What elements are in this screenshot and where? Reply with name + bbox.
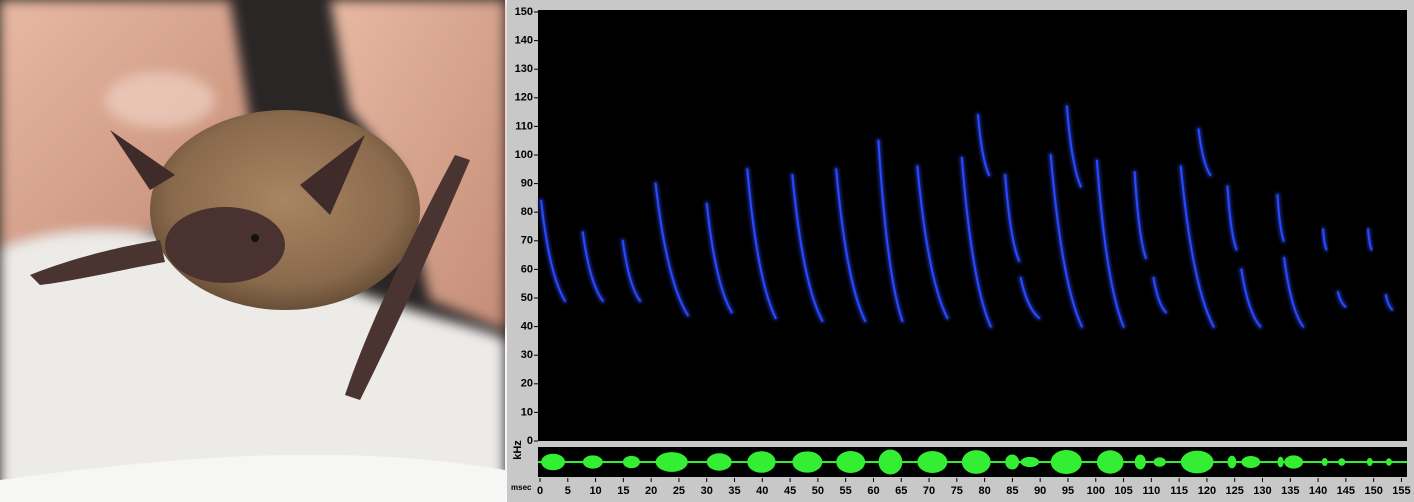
- y-tick-label: 150: [515, 6, 533, 18]
- figure: kHz msec 0102030405060708090100110120130…: [0, 0, 1414, 502]
- x-tick-label: 60: [867, 485, 879, 497]
- x-tick-label: 80: [978, 485, 990, 497]
- waveform-burst: [792, 451, 822, 472]
- y-tick-label: 40: [521, 321, 533, 333]
- waveform-burst: [1021, 457, 1039, 467]
- x-tick-label: 30: [701, 485, 713, 497]
- y-tick-label: 70: [521, 235, 533, 247]
- waveform-burst: [747, 451, 775, 473]
- y-tick-label: 50: [521, 292, 533, 304]
- x-tick-label: 20: [645, 485, 657, 497]
- x-tick-label: 35: [728, 485, 740, 497]
- y-tick-label: 90: [521, 178, 533, 190]
- x-tick-label: 85: [1006, 485, 1018, 497]
- x-tick-label: 140: [1309, 485, 1327, 497]
- waveform-burst: [1005, 455, 1019, 470]
- y-tick-label: 100: [515, 149, 533, 161]
- page: {"chart_data": { "type": "spectrogram", …: [0, 0, 1414, 502]
- waveform-burst: [1199, 457, 1211, 468]
- y-tick-label: 30: [521, 349, 533, 361]
- x-tick-label: 65: [895, 485, 907, 497]
- waveform-burst: [836, 451, 865, 473]
- x-tick-label: 145: [1337, 485, 1355, 497]
- x-tick-label: 110: [1142, 485, 1160, 497]
- y-tick-label: 60: [521, 263, 533, 275]
- x-tick-label: 45: [784, 485, 796, 497]
- waveform-burst: [1154, 457, 1166, 467]
- waveform-burst: [1227, 456, 1236, 469]
- y-tick-label: 80: [521, 206, 533, 218]
- waveform-burst: [541, 454, 565, 471]
- x-tick-label: 55: [840, 485, 852, 497]
- x-tick-label: 120: [1198, 485, 1216, 497]
- x-tick-label: 15: [617, 485, 629, 497]
- x-tick-label: 95: [1062, 485, 1074, 497]
- y-tick-label: 140: [515, 35, 533, 47]
- y-axis-label: kHz: [512, 440, 524, 460]
- x-tick-label: 50: [812, 485, 824, 497]
- waveform-burst: [917, 451, 947, 473]
- waveform-burst: [707, 453, 732, 470]
- x-tick-label: 10: [589, 485, 601, 497]
- waveform-burst: [1135, 455, 1146, 470]
- x-tick-label: 115: [1170, 485, 1188, 497]
- y-tick-label: 110: [515, 120, 533, 132]
- waveform-burst: [878, 450, 902, 475]
- waveform-burst: [1322, 458, 1328, 466]
- waveform-burst: [1241, 456, 1260, 468]
- x-tick-label: 75: [951, 485, 963, 497]
- x-tick-label: 100: [1087, 485, 1105, 497]
- waveform-burst: [1278, 457, 1284, 468]
- waveform-burst: [1284, 455, 1303, 468]
- y-tick-label: 10: [521, 406, 533, 418]
- y-tick-label: 20: [521, 378, 533, 390]
- waveform-burst: [583, 455, 603, 468]
- bat-photo: [0, 0, 505, 502]
- y-tick-label: 130: [515, 63, 533, 75]
- waveform-burst: [978, 456, 989, 468]
- x-tick-label: 40: [756, 485, 768, 497]
- x-tick-label: 70: [923, 485, 935, 497]
- x-tick-label: 0: [537, 485, 543, 497]
- y-tick-label: 0: [527, 435, 533, 447]
- waveform-burst: [1097, 450, 1124, 473]
- waveform-burst: [1367, 458, 1373, 466]
- waveform-burst: [623, 456, 640, 468]
- waveform-burst: [1386, 458, 1392, 466]
- waveform-burst: [656, 452, 688, 472]
- waveform-burst: [1067, 455, 1081, 469]
- x-tick-label: 90: [1034, 485, 1046, 497]
- x-tick-label: 125: [1226, 485, 1244, 497]
- waveform-burst: [1338, 458, 1345, 466]
- x-axis-label: msec: [511, 483, 532, 492]
- x-tick-label: 155: [1392, 485, 1410, 497]
- x-tick-label: 130: [1253, 485, 1271, 497]
- x-tick-label: 135: [1281, 485, 1299, 497]
- x-tick-label: 150: [1364, 485, 1382, 497]
- y-tick-label: 120: [515, 92, 533, 104]
- x-tick-label: 105: [1114, 485, 1132, 497]
- spectrogram-plot: [538, 10, 1407, 441]
- x-tick-label: 25: [673, 485, 685, 497]
- x-tick-label: 5: [565, 485, 571, 497]
